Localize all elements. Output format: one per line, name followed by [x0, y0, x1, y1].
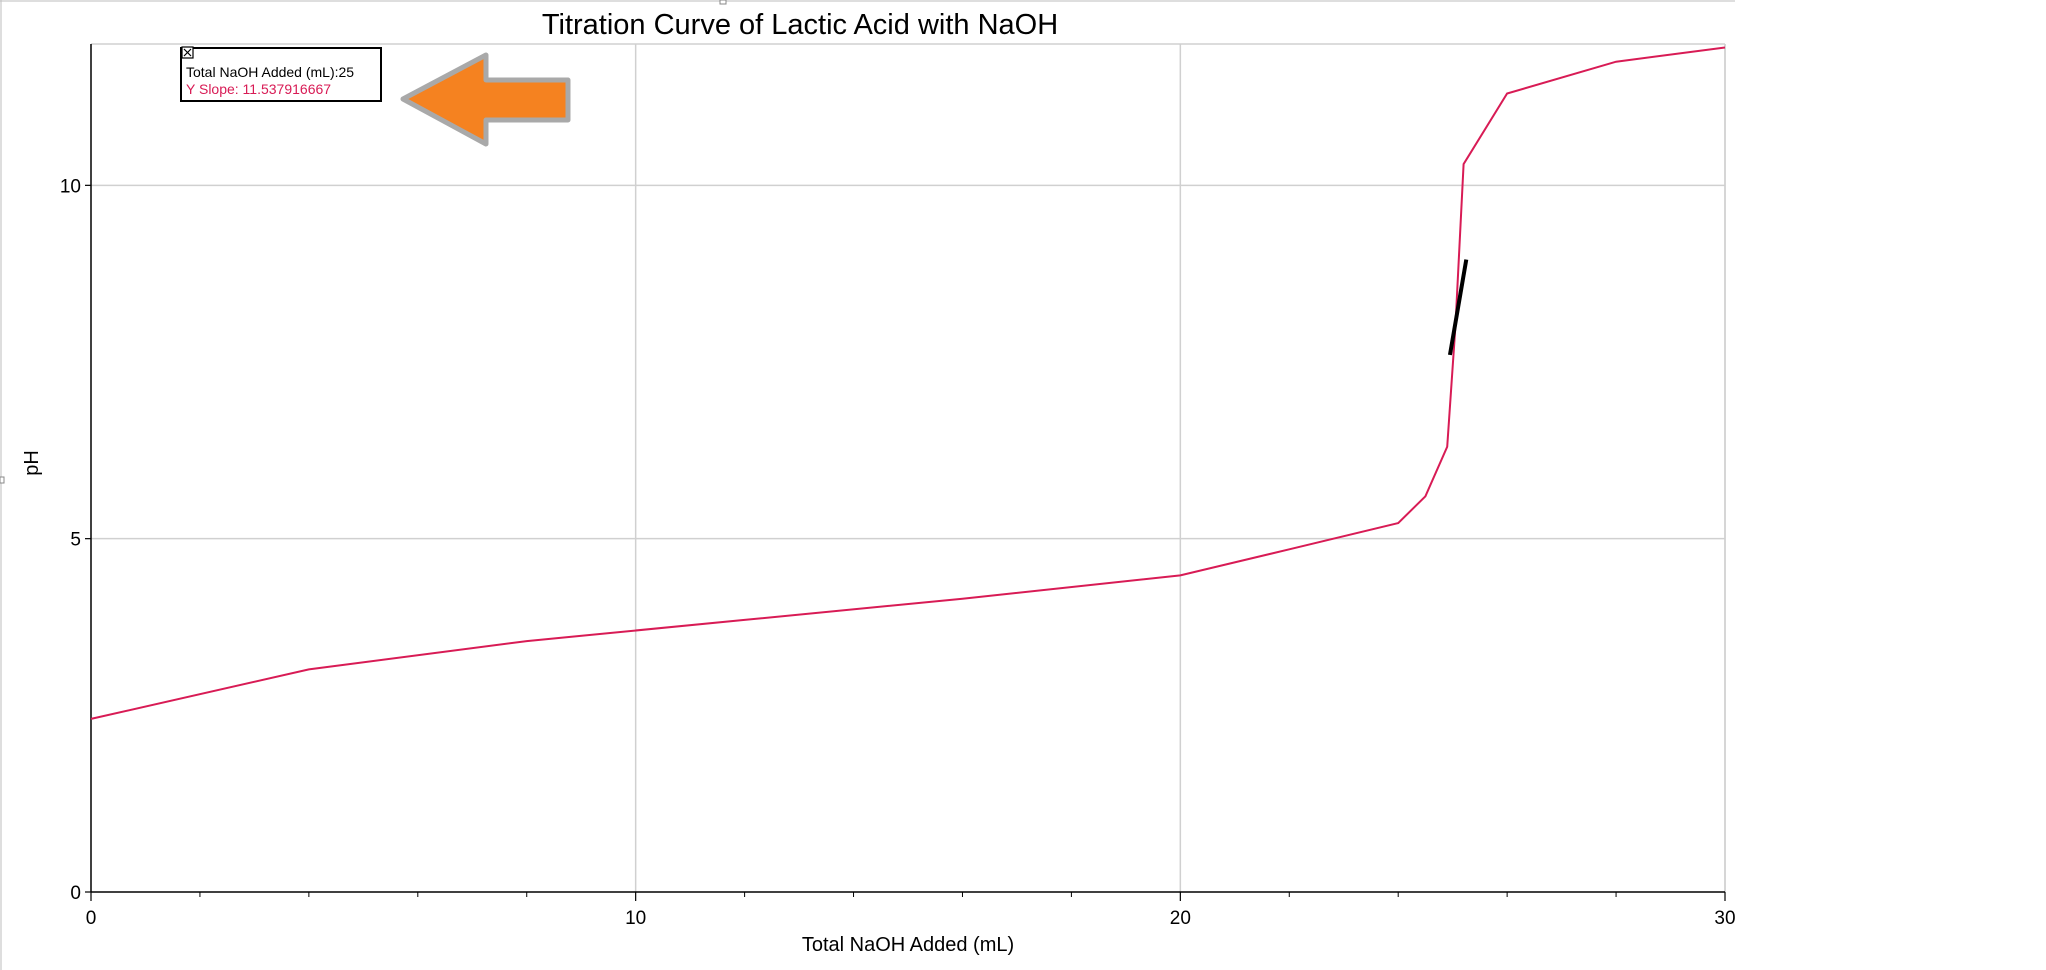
x-tick-label: 0: [86, 908, 97, 929]
readout-frame: [180, 47, 382, 102]
y-axis-title: pH: [21, 450, 43, 476]
tick-layer: 0 10 20 30 0 5 10: [60, 176, 1736, 929]
readout-y-slope: Y Slope: 11.537916667: [186, 81, 331, 97]
resize-handle-top[interactable]: [719, 0, 727, 5]
series-layer: [90, 46, 1726, 720]
readout-x-value: Total NaOH Added (mL):25: [186, 64, 354, 80]
grid-layer: [91, 43, 1726, 892]
series-line-ph: [90, 46, 1726, 720]
x-axis-title: Total NaOH Added (mL): [802, 934, 1014, 956]
chart-title: Titration Curve of Lactic Acid with NaOH: [542, 9, 1058, 41]
x-tick-label: 20: [1170, 908, 1191, 929]
readout-close-icon[interactable]: [181, 46, 194, 59]
orange-arrow-icon: [400, 52, 571, 147]
axis-layer: [90, 44, 1725, 893]
x-tick-label: 30: [1714, 908, 1735, 929]
plot-area: 0 10 20 30 0 5 10: [60, 43, 1736, 929]
tangent-slope-line: [1447, 259, 1469, 356]
y-tick-label: 0: [70, 883, 81, 904]
resize-handle-left[interactable]: [0, 476, 5, 484]
y-tick-label: 10: [60, 176, 81, 197]
y-tick-label: 5: [70, 530, 81, 551]
slope-readout-box[interactable]: Total NaOH Added (mL):25 Y Slope: 11.537…: [180, 46, 382, 102]
x-tick-label: 10: [625, 908, 646, 929]
